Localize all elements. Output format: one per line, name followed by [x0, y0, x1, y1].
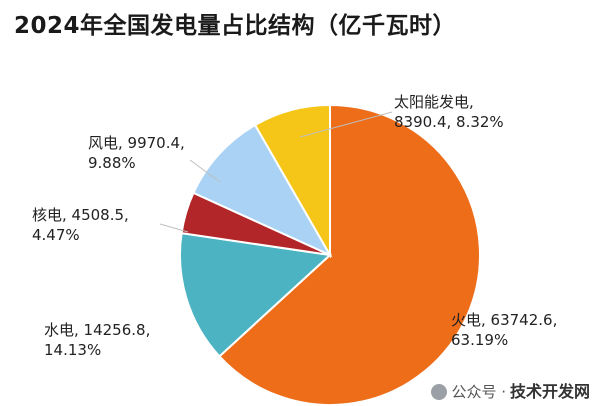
watermark: 公众号 · 技术开发网: [431, 378, 590, 402]
watermark-brand: 技术开发网: [509, 382, 590, 401]
slice-taiyang: [253, 103, 331, 259]
slice-shuidian: [179, 232, 333, 358]
watermark-source: 公众号 ·: [451, 383, 506, 401]
leader-line-taiyang: [299, 111, 393, 138]
slice-huodian: [217, 103, 481, 406]
label-fengdian-line2: 9.88%: [88, 154, 136, 172]
label-hedian-line1: 核电, 4508.5,: [32, 206, 129, 224]
slice-fengdian: [192, 123, 333, 258]
label-huodian-line2: 63.19%: [451, 331, 509, 349]
label-fengdian-line1: 风电, 9970.4,: [88, 134, 185, 152]
leader-line-hedian: [159, 223, 189, 233]
label-taiyang-line2: 8390.4, 8.32%: [394, 113, 504, 131]
wechat-icon: [431, 384, 448, 400]
label-huodian: 火电, 63742.6, 63.19%: [451, 310, 557, 350]
label-taiyang: 太阳能发电, 8390.4, 8.32%: [394, 92, 504, 132]
label-taiyang-line1: 太阳能发电,: [394, 93, 474, 111]
label-shuidian-line2: 14.13%: [44, 341, 102, 359]
leader-line-fengdian: [189, 159, 221, 183]
label-shuidian: 水电, 14256.8, 14.13%: [44, 320, 150, 360]
label-fengdian: 风电, 9970.4, 9.88%: [88, 133, 185, 173]
label-hedian: 核电, 4508.5, 4.47%: [32, 205, 129, 245]
chart-title: 2024年全国发电量占比结构（亿千瓦时）: [14, 13, 457, 39]
label-shuidian-line1: 水电, 14256.8,: [44, 321, 151, 339]
label-huodian-line1: 火电, 63742.6,: [451, 311, 558, 329]
label-hedian-line2: 4.47%: [32, 226, 80, 244]
